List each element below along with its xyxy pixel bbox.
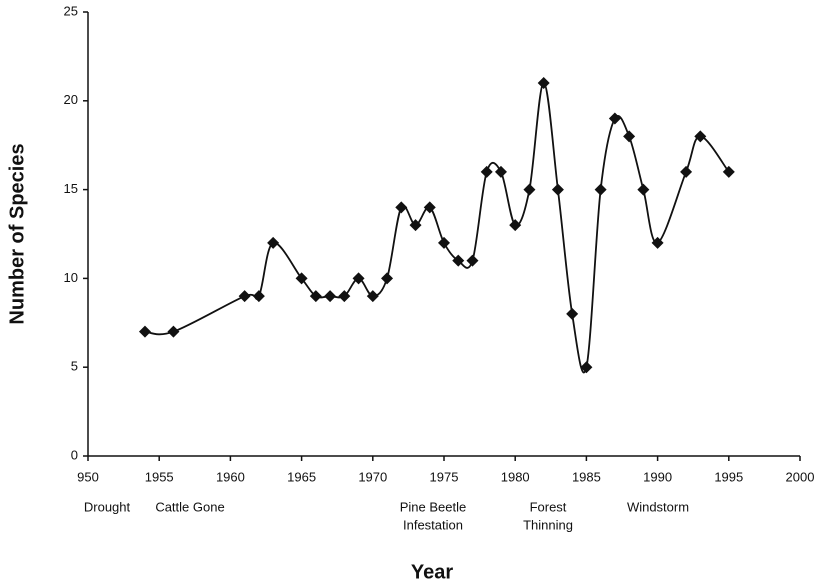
marker (381, 272, 394, 285)
annotation: Cattle Gone (155, 499, 224, 514)
y-tick-label: 10 (64, 270, 78, 285)
marker (722, 165, 735, 178)
marker (551, 183, 564, 196)
marker (494, 165, 507, 178)
x-tick-label: 950 (77, 469, 99, 484)
marker (566, 307, 579, 320)
marker (324, 290, 337, 303)
annotation: Thinning (523, 517, 573, 532)
marker (680, 165, 693, 178)
x-tick-label: 1975 (430, 469, 459, 484)
x-tick-label: 1955 (145, 469, 174, 484)
marker (267, 236, 280, 249)
marker (252, 290, 265, 303)
marker (480, 165, 493, 178)
marker (423, 201, 436, 214)
x-tick-label: 1990 (643, 469, 672, 484)
marker (395, 201, 408, 214)
x-tick-label: 1985 (572, 469, 601, 484)
y-tick-label: 25 (64, 3, 78, 18)
marker (238, 290, 251, 303)
marker (295, 272, 308, 285)
y-tick-label: 5 (71, 359, 78, 374)
x-tick-label: 1960 (216, 469, 245, 484)
marker (580, 361, 593, 374)
y-axis-title: Number of Species (6, 143, 28, 324)
x-tick-label: 1965 (287, 469, 316, 484)
marker (509, 219, 522, 232)
marker (523, 183, 536, 196)
x-axis-title: Year (411, 561, 453, 583)
marker (651, 236, 664, 249)
x-tick-label: 1995 (714, 469, 743, 484)
marker (309, 290, 322, 303)
marker (138, 325, 151, 338)
marker (623, 130, 636, 143)
marker (637, 183, 650, 196)
y-tick-label: 0 (71, 447, 78, 462)
annotation: Forest (530, 499, 567, 514)
marker (537, 77, 550, 90)
annotation: Drought (84, 499, 131, 514)
marker (694, 130, 707, 143)
marker (608, 112, 621, 125)
marker (438, 236, 450, 249)
marker (452, 254, 465, 267)
annotation: Windstorm (627, 499, 689, 514)
x-tick-label: 1980 (501, 469, 530, 484)
marker (338, 290, 351, 303)
y-tick-label: 15 (64, 181, 78, 196)
marker (594, 183, 607, 196)
line (144, 82, 730, 374)
marker (409, 219, 422, 232)
marker (366, 290, 379, 303)
marker (167, 325, 180, 338)
annotation: Pine Beetle (400, 499, 467, 514)
y-tick-label: 20 (64, 92, 78, 107)
marker (352, 272, 365, 285)
marker (466, 254, 479, 267)
x-tick-label: 2000 (786, 469, 815, 484)
annotation: Infestation (403, 517, 463, 532)
x-tick-label: 1970 (358, 469, 387, 484)
